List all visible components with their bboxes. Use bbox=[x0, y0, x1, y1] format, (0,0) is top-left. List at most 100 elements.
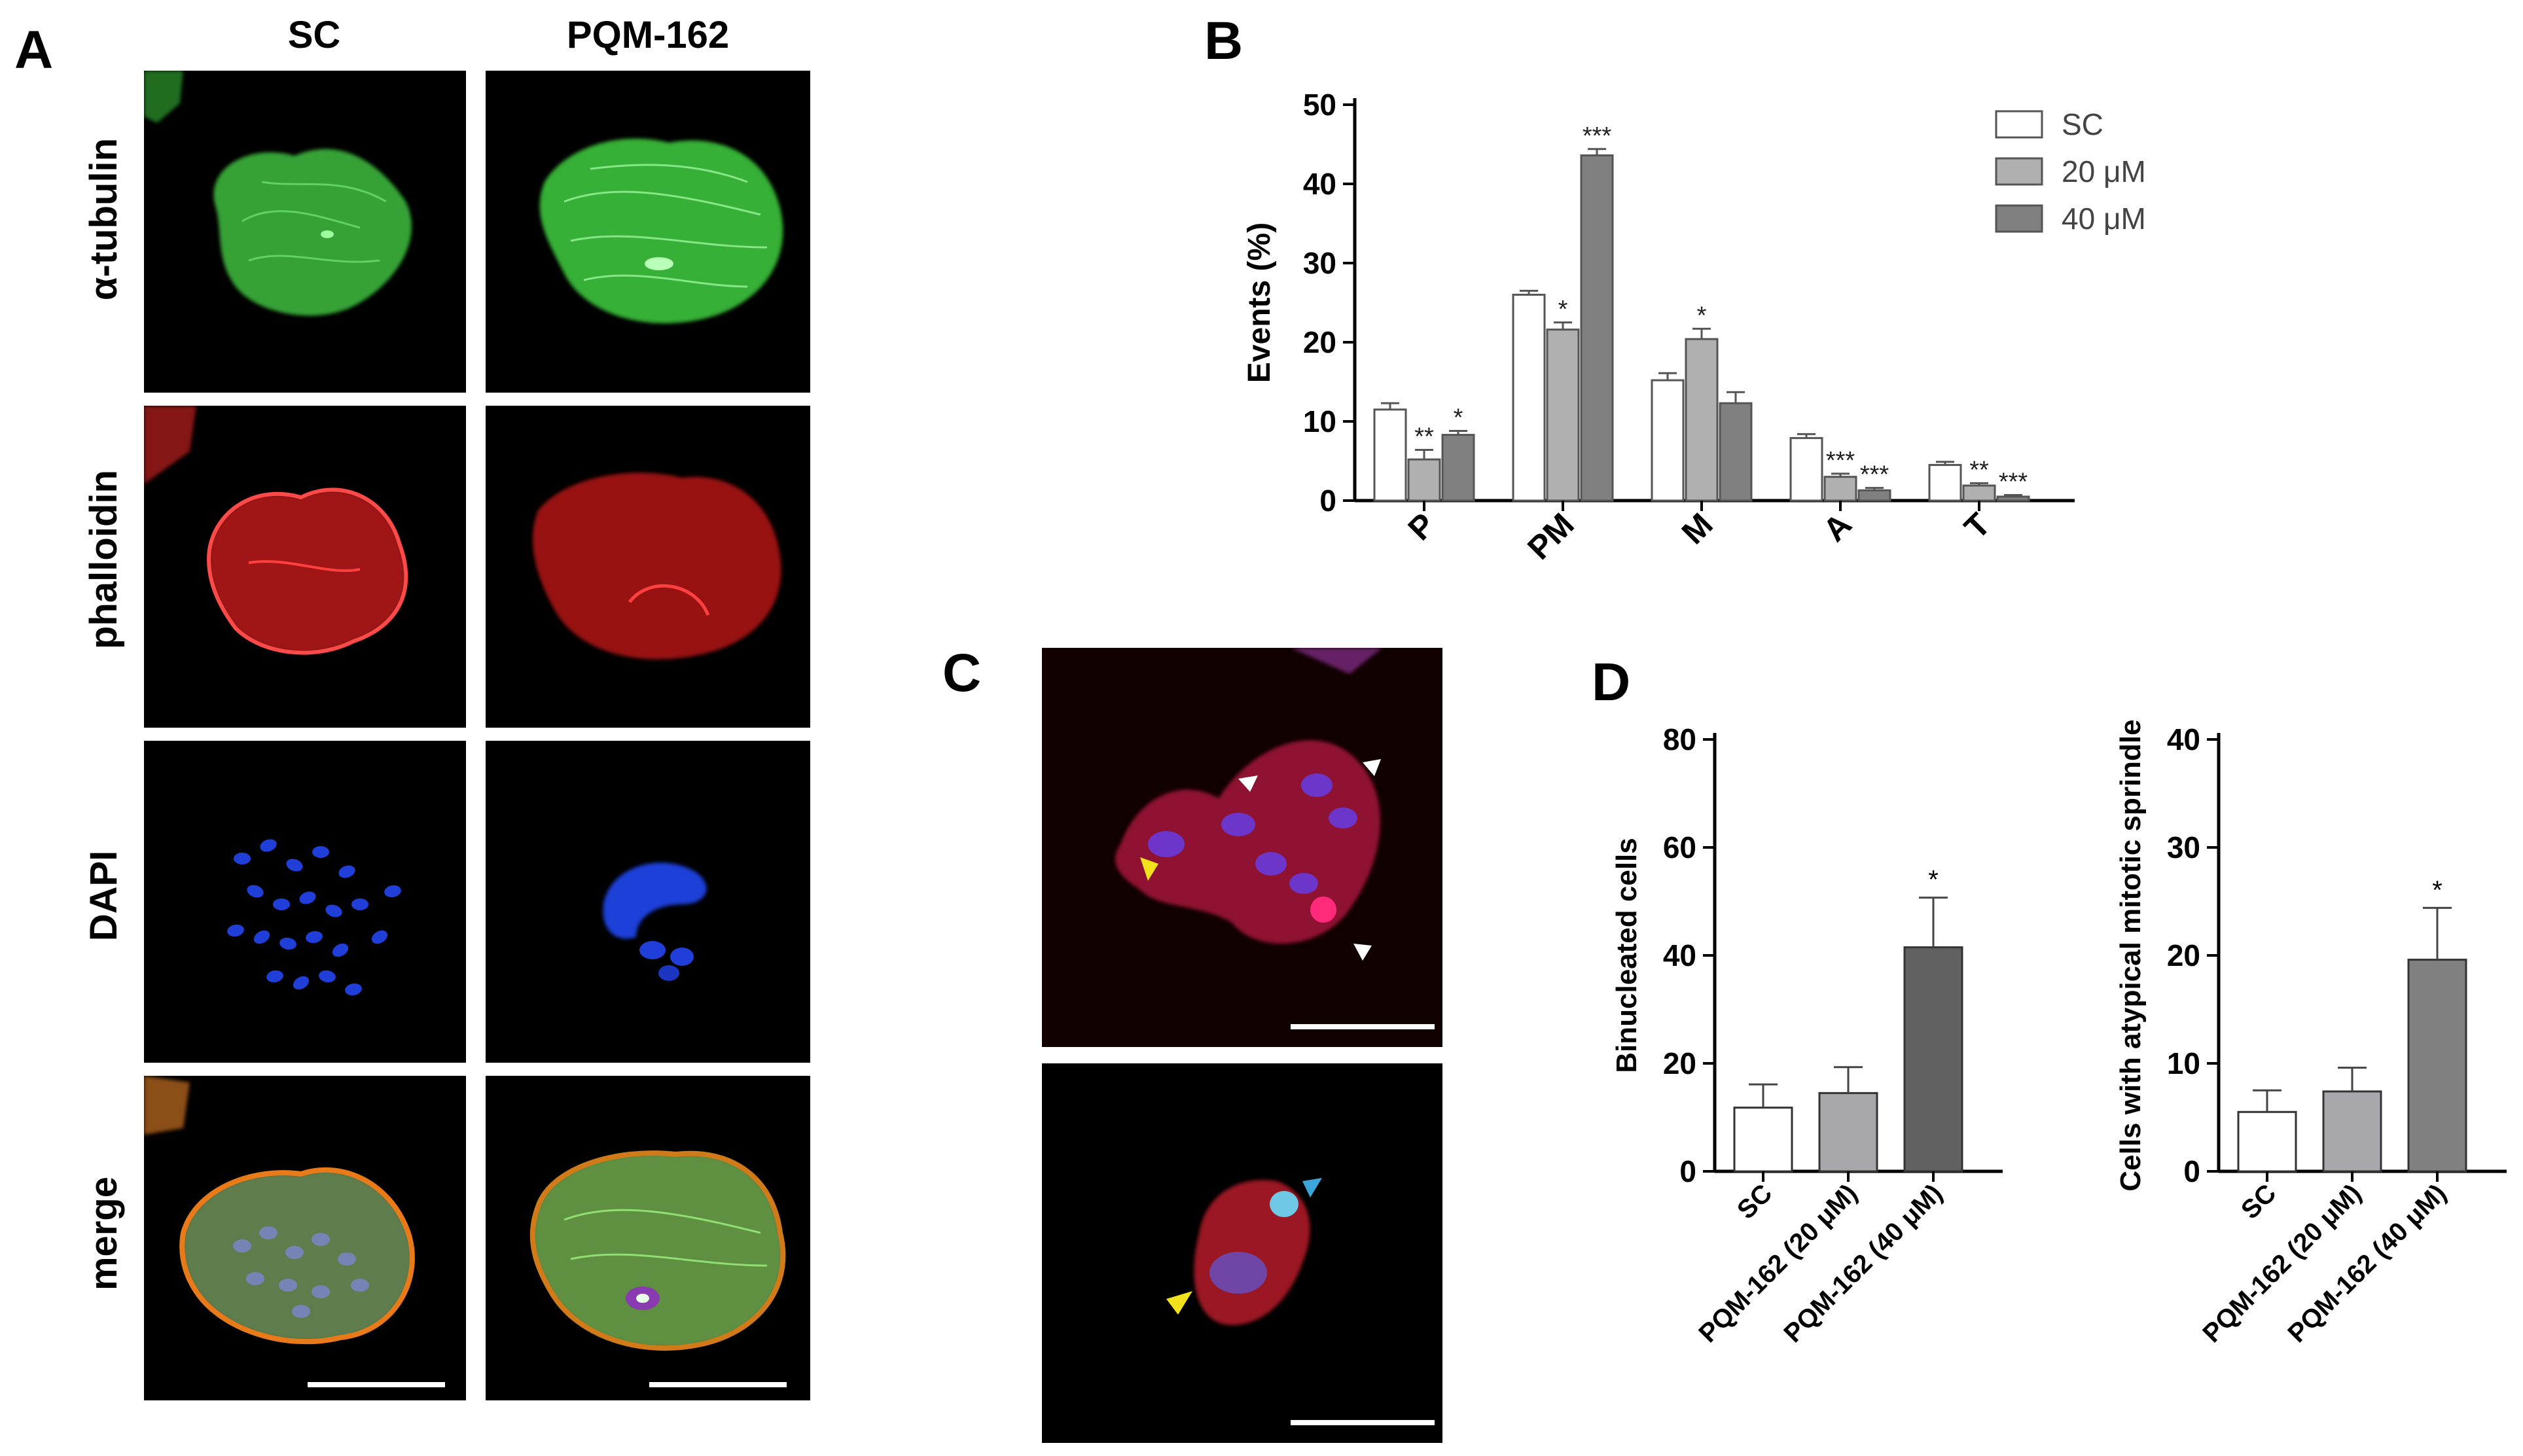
legend-swatch bbox=[1995, 110, 2043, 139]
arrowhead-cyan bbox=[1302, 1178, 1322, 1198]
x-tick-label: PQM-162 (20 μM) bbox=[1693, 1179, 1863, 1348]
nucleus bbox=[345, 983, 362, 996]
bar bbox=[1407, 458, 1441, 502]
bar bbox=[1823, 476, 1857, 502]
y-axis-label: Events (%) bbox=[1242, 222, 1277, 383]
bar bbox=[1651, 379, 1685, 502]
nucleus bbox=[332, 943, 349, 957]
micrograph-sc-dapi bbox=[144, 741, 466, 1063]
bar bbox=[2407, 959, 2467, 1173]
scale-bar bbox=[1291, 1420, 1435, 1425]
micrograph-pqm-dapi bbox=[486, 741, 810, 1063]
arrowhead-yellow bbox=[1166, 1291, 1192, 1315]
micrograph-sc-tubulin bbox=[144, 71, 466, 393]
nucleus bbox=[279, 937, 296, 950]
bar bbox=[2322, 1090, 2382, 1173]
micrograph-c-bottom bbox=[1042, 1063, 1442, 1443]
nucleus bbox=[260, 839, 277, 852]
nucleus bbox=[319, 970, 336, 983]
nucleus bbox=[312, 846, 329, 858]
x-tick-label: M bbox=[1675, 506, 1720, 551]
x-tick-label: SC bbox=[1732, 1179, 1778, 1224]
x-tick-label: PQM-162 (20 μM) bbox=[2197, 1179, 2367, 1348]
micrograph-c-top bbox=[1042, 648, 1442, 1047]
y-tick-label: 10 bbox=[1303, 404, 1336, 438]
micrograph-pqm-phalloidin bbox=[486, 406, 810, 728]
scale-bar bbox=[649, 1382, 787, 1387]
micrograph-sc-phalloidin bbox=[144, 406, 466, 728]
bar bbox=[1373, 408, 1407, 502]
legend-swatch bbox=[1995, 157, 2043, 186]
nucleus bbox=[371, 930, 388, 944]
arrowhead-white bbox=[1363, 759, 1381, 776]
x-tick-label: P bbox=[1401, 506, 1442, 547]
nucleus bbox=[306, 931, 323, 944]
legend-label: 40 μM bbox=[2062, 202, 2146, 236]
panel-a-label: A bbox=[14, 20, 54, 80]
nucleus bbox=[293, 976, 310, 990]
y-tick-label: 50 bbox=[1303, 88, 1336, 122]
micrograph-sc-merge bbox=[144, 1076, 466, 1400]
y-tick-label: 40 bbox=[1303, 167, 1336, 201]
nucleus bbox=[247, 885, 264, 898]
significance-label: ** bbox=[1414, 423, 1434, 451]
bar bbox=[1818, 1092, 1878, 1173]
bar bbox=[2237, 1110, 2297, 1173]
micrograph-pqm-merge bbox=[486, 1076, 810, 1400]
y-tick-label: 20 bbox=[1303, 325, 1336, 359]
y-tick-label: 40 bbox=[1663, 938, 1696, 972]
bar bbox=[1996, 495, 2030, 502]
bar bbox=[1962, 484, 1996, 502]
row-header-tubulin: α-tubulin bbox=[82, 137, 125, 301]
scale-bar bbox=[1291, 1024, 1435, 1029]
panel-b-label: B bbox=[1204, 11, 1244, 71]
x-tick-label: T bbox=[1958, 506, 1997, 546]
bar bbox=[1789, 436, 1823, 502]
y-axis-label: Cells with atypical mitotic sprindle bbox=[2115, 719, 2147, 1191]
nucleus bbox=[338, 865, 355, 878]
column-header-sc: SC bbox=[287, 14, 341, 56]
nucleus bbox=[351, 898, 368, 910]
significance-label: ** bbox=[1969, 456, 1989, 484]
x-tick-label: SC bbox=[2236, 1179, 2281, 1224]
y-tick-label: 20 bbox=[2167, 938, 2200, 972]
y-tick-label: 30 bbox=[2167, 830, 2200, 864]
micrograph-pqm-tubulin bbox=[486, 71, 810, 393]
row-header-merge: merge bbox=[82, 1176, 125, 1291]
nucleus bbox=[273, 898, 290, 910]
significance-label: *** bbox=[1999, 469, 2028, 496]
y-tick-label: 0 bbox=[1319, 484, 1336, 518]
y-tick-label: 10 bbox=[2167, 1046, 2200, 1080]
bar bbox=[1512, 293, 1546, 502]
bar bbox=[1546, 328, 1580, 502]
significance-label: *** bbox=[1583, 122, 1612, 150]
legend-label: SC bbox=[2062, 107, 2103, 141]
bar bbox=[1580, 154, 1614, 502]
significance-label: * bbox=[1928, 866, 1939, 895]
y-tick-label: 80 bbox=[1663, 722, 1696, 756]
nucleus bbox=[325, 904, 342, 917]
nucleus bbox=[384, 885, 401, 898]
y-tick-label: 40 bbox=[2167, 722, 2200, 756]
bar bbox=[1719, 402, 1753, 502]
y-tick-label: 20 bbox=[1663, 1046, 1696, 1080]
arrowhead-white bbox=[1353, 944, 1372, 961]
bar bbox=[1903, 946, 1963, 1173]
nucleus bbox=[227, 924, 244, 937]
chart-d2: 0 10 20 30 40 Cells with atypical mitotic spr… bbox=[2115, 719, 2507, 1348]
nucleus bbox=[286, 859, 303, 872]
nucleus bbox=[299, 891, 316, 904]
significance-label: * bbox=[1558, 296, 1568, 323]
arrowhead-white bbox=[1238, 775, 1258, 792]
y-tick-label: 30 bbox=[1303, 246, 1336, 280]
row-header-dapi: DAPI bbox=[82, 850, 125, 942]
bar bbox=[1733, 1107, 1793, 1173]
x-tick-label: PQM-162 (40 μM) bbox=[2282, 1179, 2452, 1348]
legend-swatch bbox=[1995, 204, 2043, 233]
x-tick-label: PM bbox=[1520, 506, 1581, 567]
significance-label: * bbox=[1697, 302, 1707, 329]
row-header-phalloidin: phalloidin bbox=[82, 470, 125, 649]
panel-d-label: D bbox=[1592, 652, 1631, 712]
